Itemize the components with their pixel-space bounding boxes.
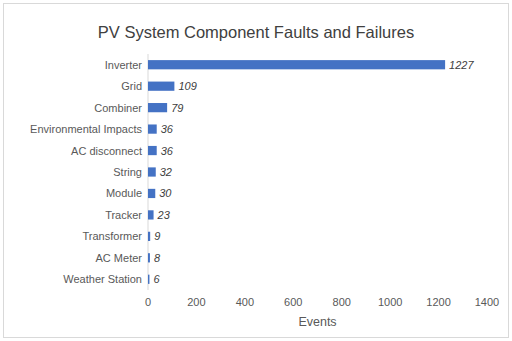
bar <box>148 82 174 91</box>
x-tick-label: 0 <box>145 296 151 308</box>
chart-svg: PV System Component Faults and Failures 0… <box>0 0 512 341</box>
chart-frame <box>4 4 509 338</box>
category-label: Combiner <box>94 102 142 114</box>
data-label: 32 <box>160 166 172 178</box>
x-tick-label: 1200 <box>426 296 450 308</box>
data-label: 36 <box>161 123 174 135</box>
bar <box>148 60 445 69</box>
bar <box>148 167 156 176</box>
bar <box>148 146 157 155</box>
bars <box>148 60 445 284</box>
x-tick <box>148 290 149 293</box>
data-label: 1227 <box>449 59 474 71</box>
category-label: Weather Station <box>63 273 142 285</box>
x-tick-label: 1400 <box>475 296 499 308</box>
x-tick <box>438 290 439 293</box>
x-axis-label: Events <box>298 315 336 329</box>
x-tick <box>487 290 488 293</box>
x-tick-label: 400 <box>236 296 254 308</box>
bar <box>148 103 167 112</box>
x-tick <box>244 290 245 293</box>
data-label: 23 <box>157 209 171 221</box>
bar <box>148 189 155 198</box>
x-tick-label: 600 <box>284 296 302 308</box>
x-tick <box>293 290 294 293</box>
category-label: Grid <box>121 80 142 92</box>
category-label: Environmental Impacts <box>30 123 142 135</box>
bar <box>148 253 150 262</box>
category-label: Inverter <box>105 59 143 71</box>
data-label: 79 <box>171 102 183 114</box>
data-label: 30 <box>159 187 172 199</box>
x-tick <box>390 290 391 293</box>
chart-container: PV System Component Faults and Failures 0… <box>0 0 512 341</box>
bar <box>148 232 150 241</box>
x-tick-label: 800 <box>333 296 351 308</box>
x-tick <box>196 290 197 293</box>
category-label: AC disconnect <box>71 145 142 157</box>
chart-title: PV System Component Faults and Failures <box>98 23 414 41</box>
category-label: Transformer <box>83 230 143 242</box>
x-tick-label: 200 <box>187 296 205 308</box>
bar <box>148 124 157 133</box>
category-label: String <box>113 166 142 178</box>
data-label: 6 <box>153 273 160 285</box>
x-tick <box>341 290 342 293</box>
x-tick-label: 1000 <box>378 296 402 308</box>
data-label: 36 <box>161 145 174 157</box>
data-label: 8 <box>154 252 161 264</box>
category-label: AC Meter <box>96 252 143 264</box>
bar <box>148 210 154 219</box>
data-label: 109 <box>178 80 196 92</box>
category-label: Module <box>106 187 142 199</box>
bar <box>148 275 149 284</box>
data-label: 9 <box>154 230 160 242</box>
category-label: Tracker <box>105 209 142 221</box>
